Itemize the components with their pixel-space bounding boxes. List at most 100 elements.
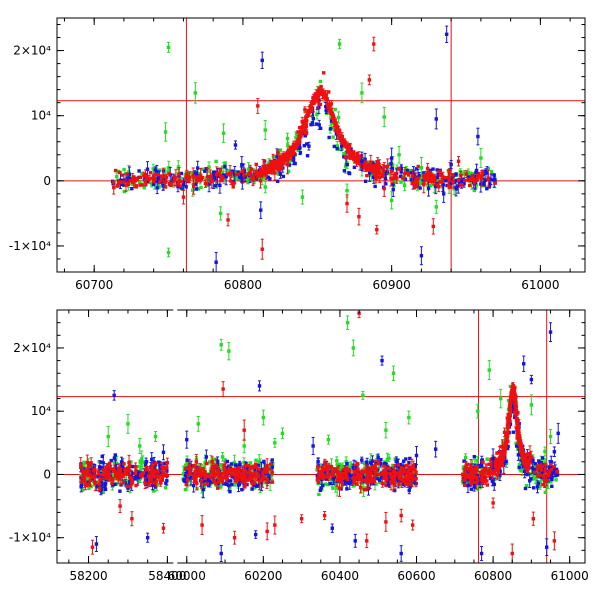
data-point — [201, 477, 205, 481]
data-point — [350, 474, 354, 478]
data-point — [402, 174, 406, 178]
data-point — [419, 254, 424, 258]
data-point — [419, 166, 424, 170]
data-point — [233, 463, 238, 467]
data-point — [323, 99, 328, 104]
data-point — [116, 184, 120, 188]
data-point — [470, 171, 475, 176]
data-point — [198, 173, 203, 177]
data-point — [304, 118, 309, 123]
data-point — [345, 163, 349, 167]
data-point — [360, 458, 364, 462]
data-point — [435, 178, 439, 183]
data-point — [493, 178, 497, 182]
data-point — [493, 181, 497, 185]
data-point — [144, 173, 148, 177]
data-point — [131, 180, 135, 184]
data-point — [232, 460, 237, 465]
data-point — [276, 172, 280, 176]
data-point — [347, 144, 352, 149]
x-tick-label: 61000 — [521, 278, 559, 292]
data-point — [218, 211, 223, 216]
data-point — [134, 473, 138, 478]
data-point — [113, 476, 117, 480]
data-point — [178, 184, 182, 188]
data-point — [456, 184, 460, 188]
data-point — [307, 144, 311, 148]
data-point — [234, 172, 238, 177]
x-tick-label: 60700 — [75, 278, 113, 292]
data-point — [501, 440, 505, 444]
data-point — [310, 121, 315, 125]
data-point — [137, 180, 142, 184]
data-point — [259, 480, 264, 485]
data-point — [416, 176, 421, 180]
data-point — [315, 112, 319, 116]
data-point — [235, 465, 239, 469]
data-point — [214, 159, 218, 164]
data-point — [187, 175, 192, 179]
data-point — [82, 467, 86, 471]
data-point — [303, 134, 307, 138]
data-point — [112, 185, 116, 190]
data-point — [404, 457, 408, 461]
data-point — [354, 467, 358, 471]
data-point — [463, 455, 468, 460]
data-point — [174, 176, 178, 180]
data-point — [444, 179, 448, 183]
data-point — [521, 464, 525, 469]
data-point — [240, 176, 244, 180]
data-point — [210, 179, 214, 184]
data-point — [268, 177, 272, 181]
data-point — [191, 174, 195, 178]
data-point — [388, 172, 392, 176]
data-point — [179, 179, 184, 184]
data-point — [476, 134, 480, 139]
x-tick-label: 60900 — [373, 278, 411, 292]
data-point — [488, 476, 493, 481]
data-point — [298, 140, 302, 145]
x-tick-label: 60800 — [224, 278, 262, 292]
data-point — [260, 247, 264, 251]
data-point — [113, 465, 118, 469]
data-point — [463, 178, 467, 183]
data-point — [377, 478, 382, 483]
data-point — [204, 167, 208, 171]
data-point — [459, 179, 464, 184]
data-point — [200, 469, 204, 474]
data-point — [252, 483, 256, 487]
data-point — [424, 173, 429, 178]
data-point — [379, 461, 383, 466]
data-point — [172, 178, 176, 182]
data-point — [544, 483, 548, 487]
y-tick-label: 2×10⁴ — [13, 44, 51, 58]
data-point — [318, 102, 323, 107]
data-point — [326, 90, 331, 94]
data-point — [119, 180, 123, 185]
data-point — [317, 123, 321, 127]
data-point — [555, 473, 560, 477]
data-point — [379, 173, 383, 178]
data-point — [145, 472, 150, 476]
data-point — [256, 463, 260, 468]
data-point — [389, 469, 393, 474]
data-point — [335, 126, 340, 131]
data-point — [329, 116, 333, 120]
data-point — [224, 175, 228, 179]
data-point — [554, 478, 558, 482]
data-point — [328, 468, 333, 473]
data-point — [324, 109, 328, 113]
data-point — [442, 192, 446, 196]
data-point — [345, 161, 349, 165]
data-point — [382, 186, 386, 191]
data-point — [302, 143, 307, 148]
data-point — [342, 151, 346, 156]
data-point — [152, 179, 156, 184]
data-point — [131, 471, 136, 475]
data-point — [119, 464, 123, 468]
data-point — [156, 172, 160, 177]
data-point — [202, 485, 207, 489]
data-point — [127, 170, 131, 174]
data-point — [233, 483, 237, 487]
data-point — [155, 186, 159, 190]
